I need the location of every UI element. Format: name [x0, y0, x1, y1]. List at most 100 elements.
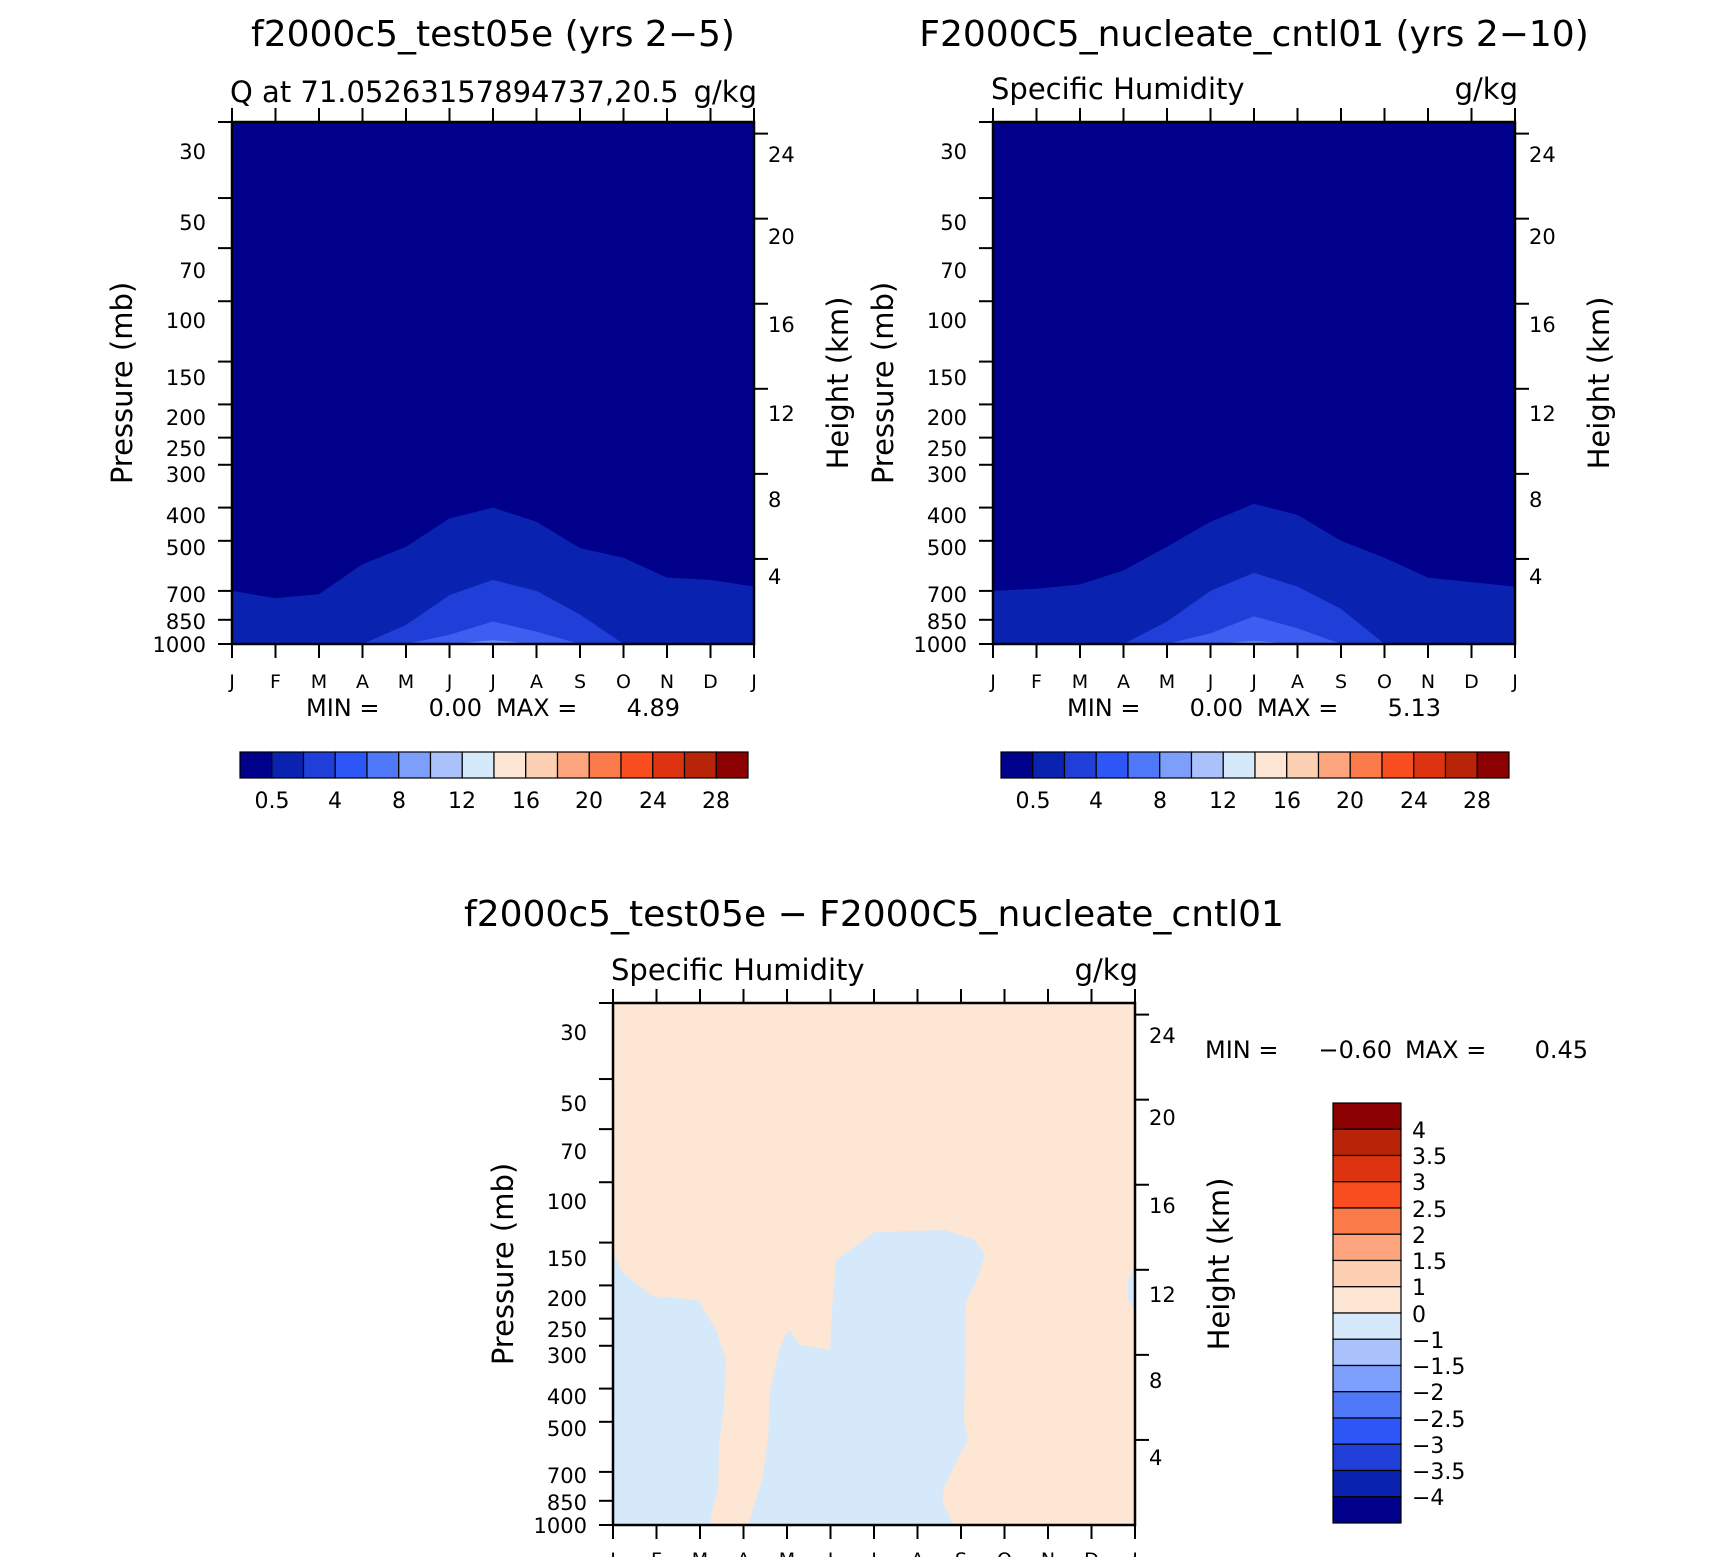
panel-1-month-label: J — [446, 671, 453, 693]
panel-1-height-label: 8 — [768, 488, 781, 512]
panel-1-pressure-label: 400 — [166, 504, 206, 528]
panel-2-height-label: 16 — [1529, 313, 1556, 337]
panel-2-month-label: J — [1250, 671, 1257, 693]
colorbar-swatch — [652, 751, 686, 779]
colorbar-3 — [1332, 1102, 1402, 1524]
panel-1: f2000c5_test05e (yrs 2−5) Q at 71.052631… — [105, 14, 855, 814]
panel-1-contour-3 — [232, 621, 754, 644]
panel-1-title: f2000c5_test05e (yrs 2−5) — [251, 14, 735, 55]
panel-1-month-label: A — [356, 671, 369, 693]
colorbar-swatch — [1332, 1364, 1402, 1393]
colorbar-swatch — [1444, 751, 1478, 779]
colorbar-2-label: 28 — [1463, 789, 1491, 814]
colorbar-swatch — [1332, 1207, 1402, 1235]
panel-3-month-label: J — [1131, 1549, 1138, 1557]
panel-3-height-label: 24 — [1149, 1024, 1176, 1048]
colorbar-swatch — [1332, 1469, 1402, 1498]
colorbar-swatch — [1159, 751, 1193, 779]
colorbar-2-label: 8 — [1153, 789, 1167, 814]
panel-3-height-label: 4 — [1149, 1446, 1162, 1470]
panel-3-left-label: Specific Humidity — [611, 953, 865, 987]
panel-3-pressure-label: 150 — [547, 1247, 587, 1271]
colorbar-swatch — [588, 751, 622, 779]
colorbar-1-label: 12 — [448, 789, 476, 814]
panel-2-pressure-label: 100 — [927, 309, 967, 333]
panel-3-title: f2000c5_test05e − F2000C5_nucleate_cntl0… — [464, 894, 1284, 935]
panel-1-pressure-label: 70 — [179, 259, 206, 283]
panel-3-pressure-label: 30 — [560, 1021, 587, 1045]
panel-2-month-label: J — [1207, 671, 1214, 693]
colorbar-swatch — [1332, 1102, 1402, 1130]
panel-1-right-label: g/kg — [694, 75, 757, 109]
colorbar-swatch — [525, 751, 559, 779]
colorbar-swatch — [1381, 751, 1415, 779]
colorbar-3-label: 2.5 — [1412, 1198, 1447, 1223]
panel-3-min-value: −0.60 — [1318, 1036, 1392, 1064]
panel-3-month-label: M — [692, 1549, 708, 1557]
panel-2-max-value: 5.13 — [1388, 694, 1441, 722]
panel-2-pressure-label: 70 — [940, 259, 967, 283]
panel-2-pressure-label: 300 — [927, 463, 967, 487]
panel-2-left-label: Specific Humidity — [991, 72, 1245, 106]
colorbar-swatch — [1332, 1496, 1402, 1524]
colorbar-swatch — [1000, 751, 1034, 779]
panel-2-pressure-label: 500 — [927, 536, 967, 560]
colorbar-3-label: 1.5 — [1412, 1250, 1447, 1275]
colorbar-1-label: 28 — [702, 789, 730, 814]
colorbar-1-label: 4 — [328, 789, 342, 814]
colorbar-3-label: −3 — [1412, 1434, 1444, 1459]
panel-2-pressure-label: 250 — [927, 437, 967, 461]
panel-2-min-label: MIN = — [1067, 694, 1140, 722]
colorbar-swatch — [1063, 751, 1097, 779]
panel-1-height-label: 20 — [768, 225, 795, 249]
panel-1-pressure-label: 250 — [166, 437, 206, 461]
panel-1-month-label: N — [660, 671, 674, 693]
panel-2-month-label: O — [1377, 671, 1392, 693]
panel-1-pressure-label: 500 — [166, 536, 206, 560]
colorbar-swatch — [239, 751, 273, 779]
panel-3-height-label: 8 — [1149, 1369, 1162, 1393]
colorbar-3-label: −1 — [1412, 1329, 1444, 1354]
colorbar-1 — [239, 751, 749, 779]
colorbar-swatch — [1032, 751, 1066, 779]
panel-1-pressure-label: 1000 — [153, 633, 206, 657]
panel-2-pressure-label: 700 — [927, 583, 967, 607]
panel-2-month-label: A — [1117, 671, 1130, 693]
colorbar-3-label: −4 — [1412, 1486, 1444, 1511]
panel-2-month-label: J — [989, 671, 996, 693]
panel-1-month-label: F — [270, 671, 281, 693]
panel-2-pressure-label: 1000 — [914, 633, 967, 657]
panel-1-pressure-label: 200 — [166, 406, 206, 430]
colorbar-swatch — [1476, 751, 1510, 779]
panel-3-max-value: 0.45 — [1535, 1036, 1588, 1064]
colorbar-2-label: 4 — [1089, 789, 1103, 814]
colorbar-swatch — [1332, 1154, 1402, 1183]
panel-2-pressure-label: 150 — [927, 366, 967, 390]
panel-2-month-label: M — [1159, 671, 1175, 693]
panel-3-pressure-label: 100 — [547, 1190, 587, 1214]
colorbar-swatch — [1332, 1286, 1402, 1314]
panel-3-pressure-label: 70 — [560, 1140, 587, 1164]
colorbar-swatch — [1413, 751, 1447, 779]
panel-1-month-label: A — [530, 671, 543, 693]
panel-3-pressure-label: 850 — [547, 1491, 587, 1515]
panel-2-pressure-label: 50 — [940, 211, 967, 235]
colorbar-swatch — [271, 751, 305, 779]
panel-2-contour-2 — [993, 572, 1515, 644]
panel-3-height-label: 20 — [1149, 1106, 1176, 1130]
panel-2-height-label: 4 — [1529, 565, 1542, 589]
panel-2-pressure-label: 850 — [927, 610, 967, 634]
panel-1-pressure-label: 150 — [166, 366, 206, 390]
colorbar-1-label: 20 — [575, 789, 603, 814]
panel-3-pressure-label: 700 — [547, 1464, 587, 1488]
panel-2-month-label: S — [1335, 671, 1347, 693]
colorbar-2-label: 0.5 — [1016, 789, 1051, 814]
panel-1-month-label: M — [398, 671, 414, 693]
panel-2-pressure-label: 400 — [927, 504, 967, 528]
colorbar-2-label: 20 — [1336, 789, 1364, 814]
panel-3-negative-region-central — [748, 1230, 985, 1525]
colorbar-2 — [1000, 751, 1510, 779]
panel-1-height-label: 12 — [768, 402, 795, 426]
panel-1-contours — [232, 122, 754, 644]
